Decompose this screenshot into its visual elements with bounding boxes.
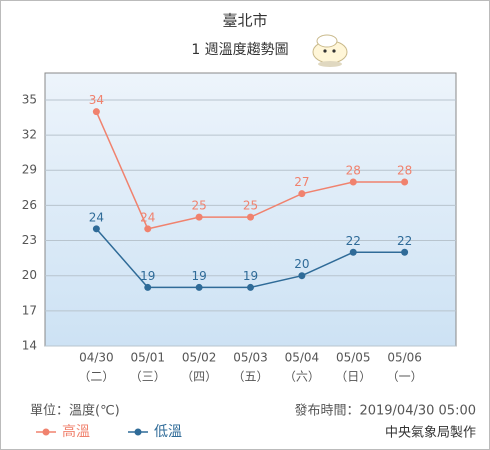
data-label: 25 — [243, 199, 258, 213]
data-label: 27 — [294, 175, 309, 189]
chart-title: 臺北市 — [222, 12, 267, 30]
plot-area — [44, 72, 457, 347]
x-tick-label: 04/30 — [79, 351, 114, 365]
unit-label: 單位：溫度(℃) — [30, 403, 120, 419]
y-tick-label: 29 — [22, 163, 37, 177]
data-label: 19 — [140, 269, 155, 283]
legend-label: 高溫 — [62, 423, 90, 440]
x-tick-label: 05/02 — [182, 351, 217, 365]
x-weekday-label: （一） — [387, 370, 423, 384]
legend-marker — [42, 428, 50, 436]
data-label: 22 — [346, 234, 361, 248]
point — [144, 283, 152, 291]
point — [195, 283, 203, 291]
point — [349, 178, 357, 186]
issued-time: 發布時間：2019/04/30 05:00 — [294, 404, 476, 419]
point — [195, 213, 203, 221]
data-label: 24 — [89, 210, 104, 224]
y-tick-label: 20 — [22, 268, 37, 282]
point — [247, 283, 254, 291]
y-tick-label: 26 — [22, 198, 37, 212]
legend-label: 低溫 — [154, 424, 182, 440]
point — [349, 248, 357, 256]
data-label: 34 — [89, 93, 104, 107]
point — [401, 248, 409, 256]
x-tick-label: 05/01 — [130, 351, 165, 365]
x-weekday-label: （二） — [78, 370, 114, 384]
point — [92, 108, 100, 116]
data-label: 20 — [294, 257, 309, 271]
point — [298, 272, 306, 280]
data-label: 22 — [397, 234, 412, 248]
point — [401, 178, 409, 186]
y-tick-label: 17 — [22, 303, 37, 317]
y-tick-label: 35 — [22, 92, 37, 106]
point — [247, 213, 254, 221]
data-label: 19 — [191, 269, 206, 283]
y-tick-label: 32 — [22, 128, 37, 142]
x-weekday-label: （三） — [130, 370, 166, 384]
data-label: 19 — [243, 269, 258, 283]
x-weekday-label: （五） — [232, 370, 268, 384]
point — [92, 225, 100, 233]
chart-subtitle: 1 週溫度趨勢圖 — [191, 42, 288, 58]
x-tick-label: 05/05 — [336, 351, 371, 365]
legend-marker — [134, 428, 142, 436]
x-tick-label: 05/03 — [233, 351, 268, 365]
credit: 中央氣象局製作 — [385, 426, 476, 441]
x-tick-label: 05/06 — [387, 351, 422, 365]
data-label: 28 — [397, 163, 412, 177]
x-weekday-label: （六） — [284, 370, 320, 384]
data-label: 24 — [140, 210, 155, 224]
point — [144, 225, 152, 233]
x-tick-label: 05/04 — [285, 351, 320, 365]
x-weekday-label: （日） — [335, 370, 371, 384]
y-tick-label: 23 — [22, 233, 37, 247]
point — [298, 190, 306, 198]
data-label: 25 — [191, 199, 206, 213]
y-tick-label: 14 — [22, 339, 37, 353]
data-label: 28 — [346, 163, 361, 177]
x-weekday-label: （四） — [181, 370, 217, 384]
mascot — [312, 34, 348, 67]
